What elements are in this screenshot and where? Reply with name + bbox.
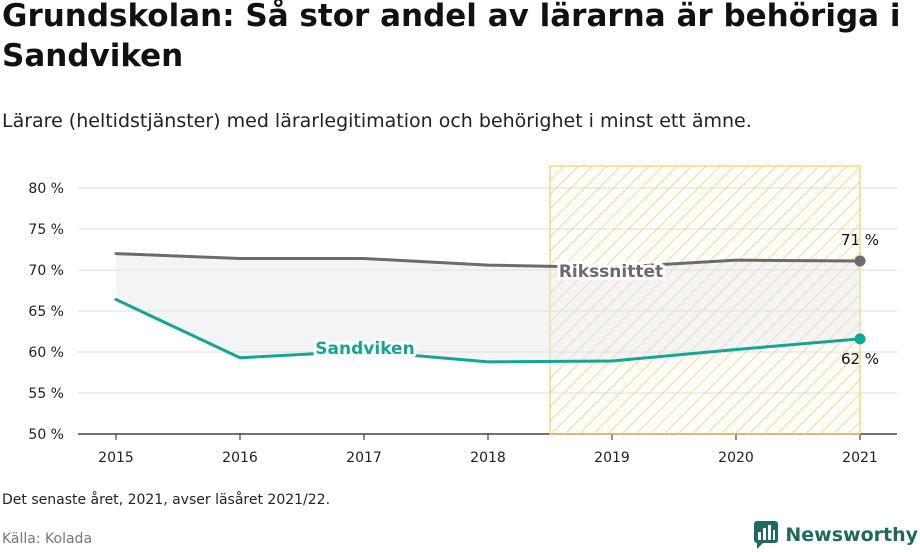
end-point-rikssnittet [854, 255, 866, 267]
y-tick-label: 80 % [28, 181, 64, 197]
x-tick-label: 2015 [98, 450, 134, 466]
x-tick-label: 2019 [594, 450, 630, 466]
y-tick-label: 55 % [28, 386, 64, 402]
end-point-sandviken [854, 333, 866, 345]
line-chart: 50 % 55 % 60 % 65 % 70 % 75 % 80 % 2015 2016 2017… [28, 165, 897, 466]
x-tick-label: 2016 [222, 450, 258, 466]
y-tick-label: 65 % [28, 304, 64, 320]
gap-area [116, 253, 860, 362]
chart-subtitle: Lärare (heltidstjänster) med lärarlegiti… [2, 110, 752, 132]
y-tick-label: 70 % [28, 263, 64, 279]
y-tick-label: 60 % [28, 345, 64, 361]
series-label-sandviken: Sandviken [315, 339, 414, 359]
x-tick-label: 2018 [470, 450, 506, 466]
x-tick-label: 2021 [842, 450, 878, 466]
source-note: Källa: Kolada [2, 531, 93, 547]
highlight-region [549, 165, 861, 435]
chart-title: Grundskolan: Så stor andel av lärarna är… [2, 0, 901, 74]
bar-chart-speech-bubble-icon [754, 521, 779, 549]
y-tick-label: 50 % [28, 427, 64, 443]
end-value-label-rikssnittet: 71 % [841, 231, 879, 249]
end-value-label-sandviken: 62 % [841, 350, 879, 368]
x-tick-label: 2020 [718, 450, 754, 466]
brand-name: Newsworthy [785, 524, 918, 546]
footnote: Det senaste året, 2021, avser läsåret 20… [2, 492, 331, 508]
series-line-sandviken [114, 298, 862, 364]
newsworthy-logo: Newsworthy [753, 520, 918, 550]
series-label-rikssnittet: Rikssnittet [559, 262, 663, 282]
y-tick-label: 75 % [28, 222, 64, 238]
series-line-rikssnittet [114, 252, 862, 270]
x-tick-label: 2017 [346, 450, 382, 466]
